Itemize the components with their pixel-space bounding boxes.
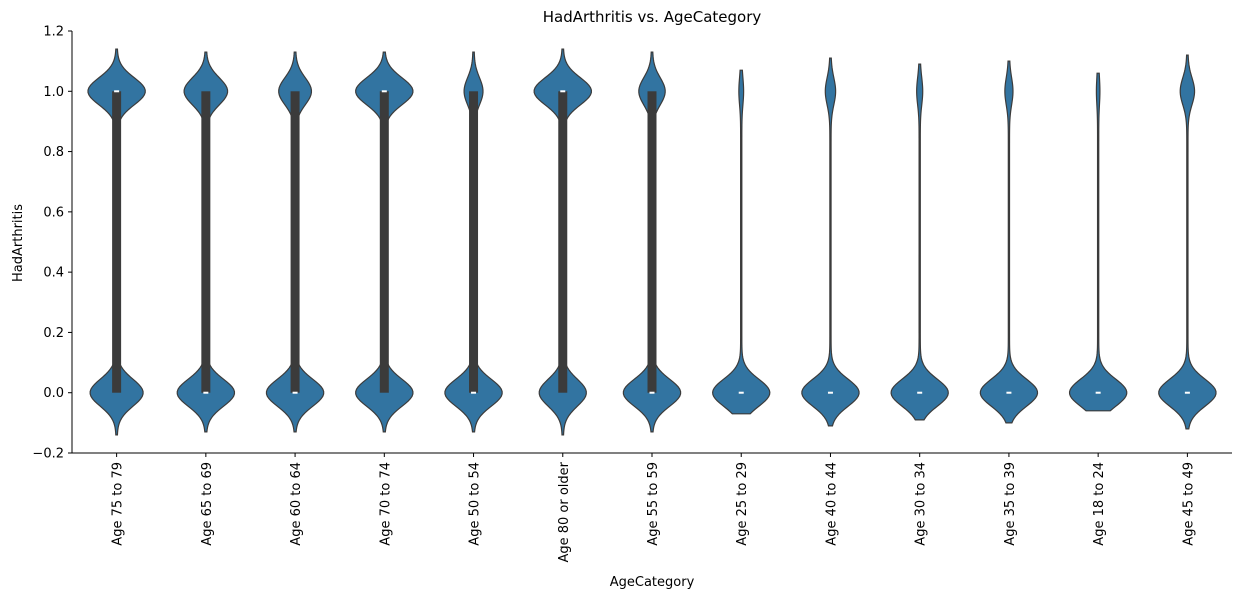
y-tick-label: 0.8 [43, 145, 64, 160]
y-tick-label: 0.2 [43, 326, 64, 341]
violin-body [979, 60, 1039, 424]
y-tick-label: 0.6 [43, 205, 64, 220]
iqr-box [201, 91, 211, 393]
x-axis-title: AgeCategory [610, 575, 695, 590]
x-tick-label: Age 35 to 39 [1003, 462, 1018, 546]
iqr-box [647, 91, 657, 393]
y-tick-label: −0.2 [32, 447, 64, 462]
x-tick-label: Age 25 to 29 [735, 462, 750, 546]
violin-body [1158, 54, 1217, 430]
iqr-box [112, 91, 122, 393]
iqr-box [558, 91, 568, 393]
x-tick-label: Age 18 to 24 [1092, 462, 1107, 546]
x-tick-label: Age 70 to 74 [378, 462, 393, 546]
x-tick-label: Age 40 to 44 [824, 462, 839, 546]
x-axis: Age 75 to 79 Age 65 to 69 Age 60 to 64 Age … [111, 453, 1196, 563]
x-tick-label: Age 65 to 69 [200, 462, 215, 546]
iqr-box [290, 91, 300, 393]
violin-body [1068, 72, 1128, 412]
violin-body [712, 69, 771, 415]
x-tick-label: Age 55 to 59 [646, 462, 661, 546]
x-tick-label: Age 75 to 79 [111, 462, 126, 546]
iqr-box [469, 91, 479, 393]
y-axis: −0.2 0.0 0.2 0.4 0.6 0.8 1.0 1.2 [32, 25, 72, 462]
iqr-box [379, 91, 389, 393]
violins [87, 48, 1217, 436]
x-tick-label: Age 80 or older [557, 461, 572, 562]
y-axis-title: HadArthritis [11, 204, 26, 282]
y-tick-label: 1.2 [43, 25, 64, 40]
x-tick-label: Age 30 to 34 [914, 462, 929, 546]
violin-body [890, 63, 949, 421]
y-tick-label: 0.4 [43, 266, 64, 281]
chart-title: HadArthritis vs. AgeCategory [543, 8, 762, 26]
x-tick-label: Age 50 to 54 [468, 462, 483, 546]
y-tick-label: 0.0 [43, 386, 64, 401]
y-tick-label: 1.0 [43, 85, 64, 100]
violin-body [801, 57, 860, 427]
x-tick-label: Age 45 to 49 [1181, 462, 1196, 546]
x-tick-label: Age 60 to 64 [289, 462, 304, 546]
